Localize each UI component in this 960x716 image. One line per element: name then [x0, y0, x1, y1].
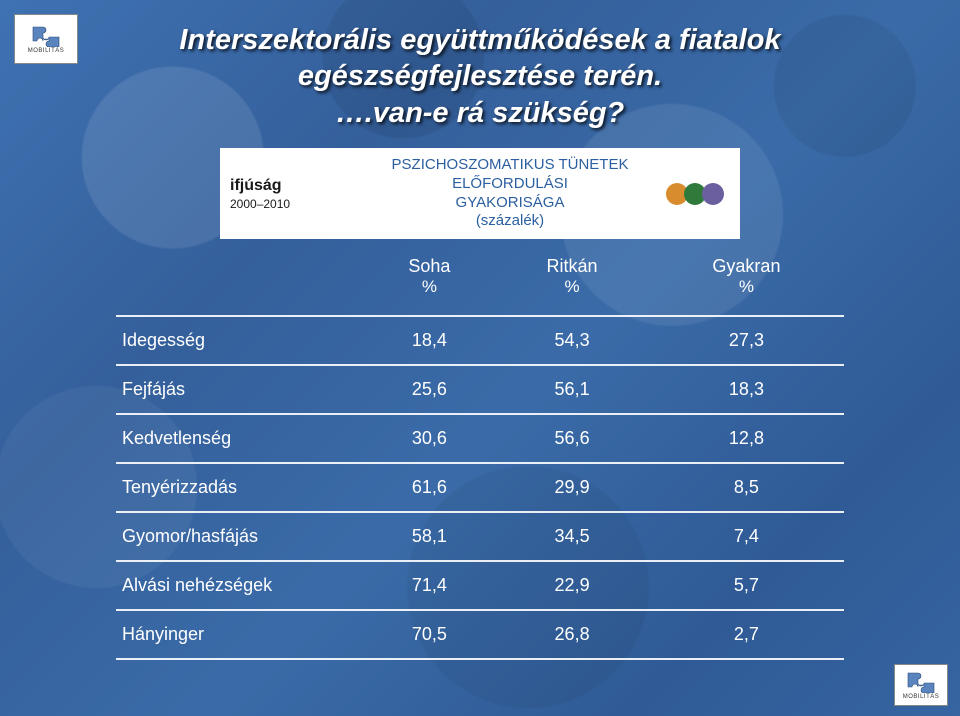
table-row: Alvási nehézségek71,422,95,7 — [116, 561, 844, 610]
cell-gyakran: 8,5 — [649, 463, 844, 512]
cell-ritkan: 34,5 — [495, 512, 649, 561]
cell-gyakran: 2,7 — [649, 610, 844, 659]
cell-ritkan: 22,9 — [495, 561, 649, 610]
brand-name: ifjúság — [230, 177, 282, 195]
cell-name: Fejfájás — [116, 365, 364, 414]
col-sub: % — [501, 277, 643, 297]
avatar-group — [670, 183, 730, 205]
table-header-row: Soha % Ritkán % Gyakran % — [116, 248, 844, 316]
title-line-2: egészségfejlesztése terén. — [80, 58, 880, 94]
cell-gyakran: 7,4 — [649, 512, 844, 561]
cell-ritkan: 56,6 — [495, 414, 649, 463]
cell-name: Hányinger — [116, 610, 364, 659]
cell-soha: 71,4 — [364, 561, 496, 610]
cell-soha: 18,4 — [364, 316, 496, 365]
cell-name: Gyomor/hasfájás — [116, 512, 364, 561]
data-table-wrap: Soha % Ritkán % Gyakran % Idegesség18,45… — [116, 248, 844, 660]
subtitle-brand: ifjúság 2000–2010 — [230, 177, 350, 211]
col-label: Ritkán — [547, 256, 598, 276]
table-row: Gyomor/hasfájás58,134,57,4 — [116, 512, 844, 561]
col-empty — [116, 248, 364, 316]
col-ritkan: Ritkán % — [495, 248, 649, 316]
cell-name: Alvási nehézségek — [116, 561, 364, 610]
title-line-1: Interszektorális együttműködések a fiata… — [80, 22, 880, 58]
cell-gyakran: 12,8 — [649, 414, 844, 463]
col-label: Gyakran — [712, 256, 780, 276]
col-sub: % — [370, 277, 490, 297]
logo-label: MOBILITÁS — [903, 694, 940, 700]
col-label: Soha — [408, 256, 450, 276]
symptoms-table: Soha % Ritkán % Gyakran % Idegesség18,45… — [116, 248, 844, 660]
cell-name: Idegesség — [116, 316, 364, 365]
table-row: Tenyérizzadás61,629,98,5 — [116, 463, 844, 512]
subtitle-heading-l2: GYAKORISÁGA — [360, 194, 660, 213]
puzzle-icon — [906, 671, 936, 693]
subtitle-heading-l3: (százalék) — [360, 212, 660, 231]
col-gyakran: Gyakran % — [649, 248, 844, 316]
table-row: Kedvetlenség30,656,612,8 — [116, 414, 844, 463]
cell-name: Tenyérizzadás — [116, 463, 364, 512]
cell-soha: 58,1 — [364, 512, 496, 561]
cell-soha: 25,6 — [364, 365, 496, 414]
cell-ritkan: 26,8 — [495, 610, 649, 659]
col-sub: % — [655, 277, 838, 297]
table-row: Hányinger70,526,82,7 — [116, 610, 844, 659]
subtitle-heading: PSZICHOSZOMATIKUS TÜNETEK ELŐFORDULÁSI G… — [360, 156, 660, 231]
col-soha: Soha % — [364, 248, 496, 316]
cell-gyakran: 5,7 — [649, 561, 844, 610]
title-line-3: ….van-e rá szükség? — [80, 95, 880, 131]
cell-ritkan: 56,1 — [495, 365, 649, 414]
page-title: Interszektorális együttműködések a fiata… — [0, 22, 960, 131]
table-row: Fejfájás25,656,118,3 — [116, 365, 844, 414]
cell-soha: 61,6 — [364, 463, 496, 512]
avatar-icon — [702, 183, 724, 205]
table-row: Idegesség18,454,327,3 — [116, 316, 844, 365]
logo-bottom-right: MOBILITÁS — [894, 664, 948, 706]
brand-years: 2000–2010 — [230, 197, 290, 211]
cell-soha: 30,6 — [364, 414, 496, 463]
cell-ritkan: 54,3 — [495, 316, 649, 365]
cell-gyakran: 27,3 — [649, 316, 844, 365]
cell-soha: 70,5 — [364, 610, 496, 659]
cell-name: Kedvetlenség — [116, 414, 364, 463]
cell-gyakran: 18,3 — [649, 365, 844, 414]
cell-ritkan: 29,9 — [495, 463, 649, 512]
subtitle-box: ifjúság 2000–2010 PSZICHOSZOMATIKUS TÜNE… — [220, 148, 740, 239]
subtitle-heading-l1: PSZICHOSZOMATIKUS TÜNETEK ELŐFORDULÁSI — [360, 156, 660, 194]
